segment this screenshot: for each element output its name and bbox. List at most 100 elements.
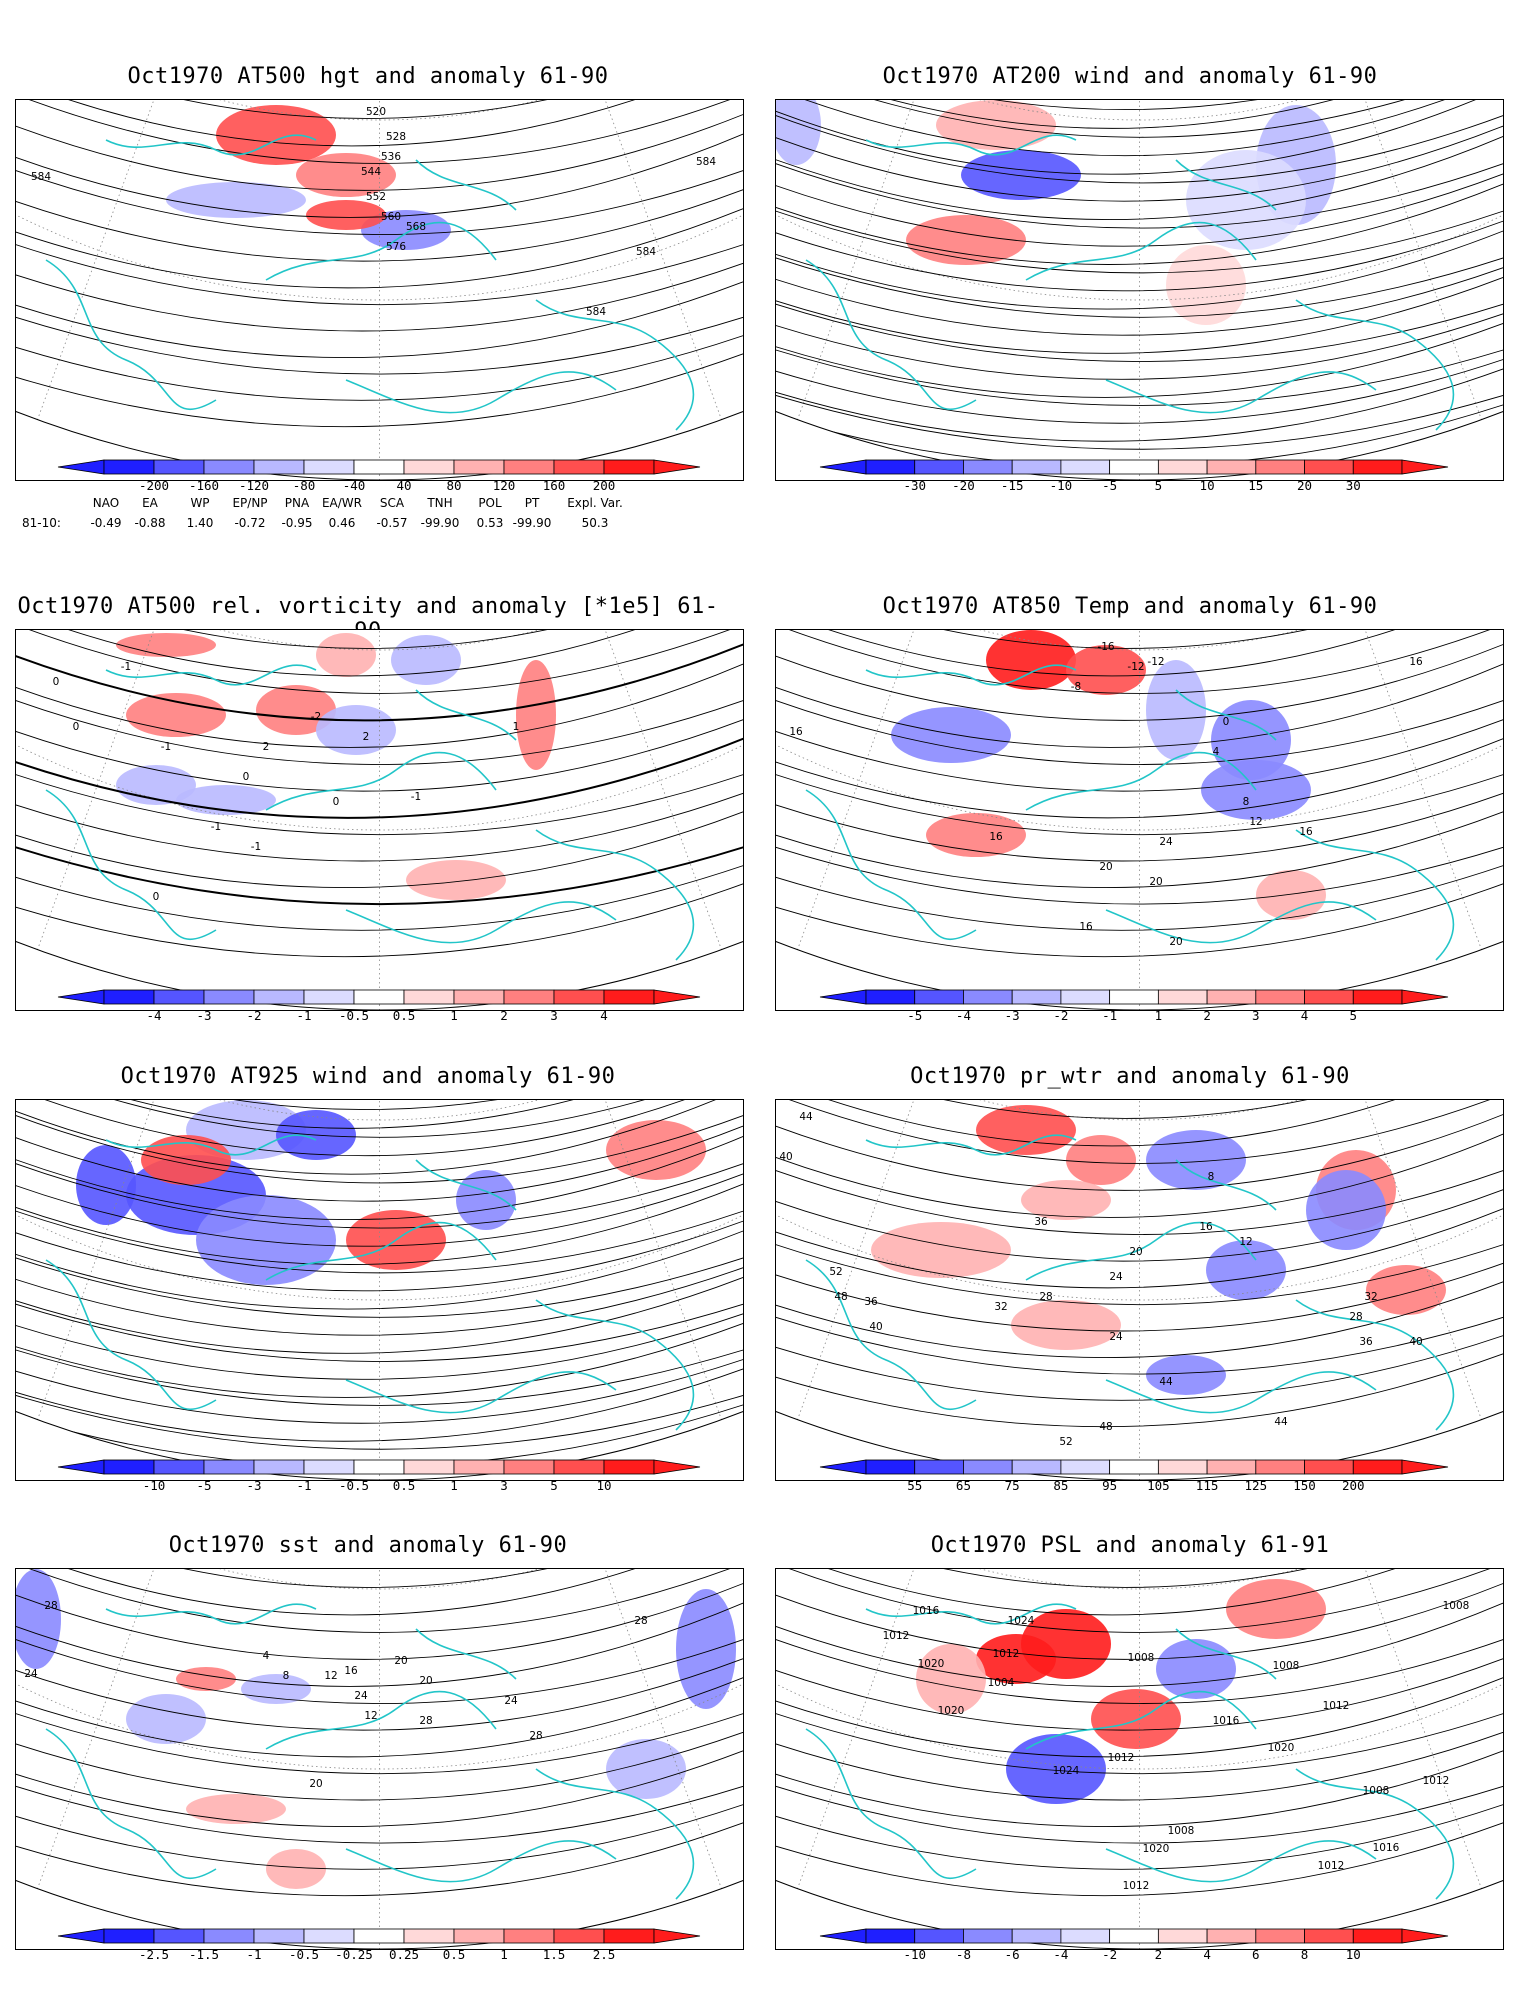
contour-label: 1024 — [1053, 1765, 1080, 1777]
colorbar-tick-label: -1.5 — [189, 1947, 219, 1962]
colorbar-arrow-right — [1401, 459, 1449, 475]
contour-label: -12 — [1127, 661, 1144, 673]
anomaly-shade — [871, 1222, 1011, 1278]
colorbar-tick-label: -0.5 — [339, 1478, 369, 1493]
map-canvas — [16, 1100, 743, 1480]
contour-label: 16 — [1299, 826, 1313, 838]
colorbar-tick-label: -5 — [196, 1478, 211, 1493]
colorbar-tick-label: 2 — [1155, 1947, 1163, 1962]
anomaly-shade — [1146, 660, 1206, 760]
colorbar-canvas: -30 -20 -15 -10 -5 5 10 15 20 30 — [819, 459, 1449, 493]
contour-label: 28 — [529, 1730, 542, 1742]
colorbar-tick-label: 0.5 — [443, 1947, 466, 1962]
colorbar-arrow-right — [1401, 989, 1449, 1005]
anomaly-shade — [406, 860, 506, 900]
colorbar-swatch — [1060, 1459, 1111, 1475]
colorbar-tick-label: 3 — [500, 1478, 508, 1493]
colorbar-tick-label: -1 — [296, 1008, 311, 1023]
colorbar-tick-label: -4 — [956, 1008, 971, 1023]
colorbar-tick-label: 15 — [1248, 478, 1263, 493]
colorbar-swatch — [865, 459, 916, 475]
contour-label: -1 — [121, 661, 131, 673]
colorbar-tick-label: 3 — [550, 1008, 558, 1023]
contour-label: 1 — [513, 721, 520, 733]
colorbar-tick-label: 125 — [1245, 1478, 1268, 1493]
colorbar-canvas: -200 -160 -120 -80 -40 40 80 120 160 200 — [57, 459, 701, 493]
index-header-cell: NAO — [92, 496, 120, 510]
colorbar-swatch — [865, 1928, 916, 1944]
contour-label: 20 — [394, 1655, 407, 1667]
contour-label: 0 — [153, 891, 160, 903]
contour-label: 1008 — [1273, 1660, 1300, 1672]
colorbar-tick-label: 1 — [1155, 1008, 1163, 1023]
colorbar-swatch — [1060, 459, 1111, 475]
colorbar-canvas: -5 -4 -3 -2 -1 1 2 3 4 5 — [819, 989, 1449, 1023]
contour-label: 1020 — [938, 1705, 965, 1717]
contour-label: 20 — [419, 1675, 432, 1687]
panel-title-prwtr: Oct1970 pr_wtr and anomaly 61-90 — [910, 1064, 1350, 1089]
map-canvas: 28 24 20 16 12 8 4 12 20 24 28 24 28 28 20 — [16, 1569, 743, 1949]
contour-label: 1008 — [1363, 1785, 1390, 1797]
colorbar-tick-label: 5 — [1155, 478, 1163, 493]
colorbar-tick-label: -0.5 — [339, 1008, 369, 1023]
colorbar-tick-label: 3 — [1252, 1008, 1260, 1023]
colorbar-swatch — [1060, 1928, 1111, 1944]
colorbar-swatch — [1304, 1459, 1354, 1475]
colorbar-arrow-left — [57, 459, 105, 475]
colorbar-tick-label: 2 — [500, 1008, 508, 1023]
colorbar-tick-label: 40 — [396, 478, 411, 493]
contour-label: 20 — [1129, 1246, 1142, 1258]
colorbar-tick-label: -4 — [146, 1008, 161, 1023]
anomaly-shade — [296, 153, 396, 197]
colorbar-tick-label: 200 — [593, 478, 616, 493]
contour-label: 20 — [1149, 876, 1162, 888]
anomaly-shade — [166, 182, 306, 218]
colorbar-tick-label: 5 — [1350, 1008, 1358, 1023]
contour-label: -1 — [161, 741, 171, 753]
colorbar-swatch — [1157, 1459, 1208, 1475]
colorbar-tick-label: -20 — [952, 478, 975, 493]
anomaly-shade — [1006, 1734, 1106, 1804]
colorbar-swatch — [503, 1459, 555, 1475]
colorbar-swatch — [963, 459, 1013, 475]
colorbar-arrow-left — [819, 459, 867, 475]
colorbar-swatch — [303, 1459, 355, 1475]
contour-label: 12 — [324, 1670, 337, 1682]
colorbar-tick-label: 160 — [543, 478, 566, 493]
colorbar-tick-label: 0.25 — [389, 1947, 419, 1962]
map-canvas: 0 0 0 0 -1 -1 -1 -1 2 2 -2 1 -1 0 — [16, 630, 743, 1010]
colorbar-tick-label: 65 — [956, 1478, 971, 1493]
colorbar-tick-label: -40 — [343, 478, 366, 493]
colorbar-tick-label: -200 — [139, 478, 169, 493]
anomaly-shade — [216, 105, 336, 165]
colorbar-arrow-right — [1401, 1459, 1449, 1475]
contour-label: 8 — [1243, 796, 1250, 808]
colorbar-swatch — [353, 1459, 405, 1475]
colorbar-tick-label: 8 — [1301, 1947, 1309, 1962]
colorbar-tick-label: -3 — [1005, 1008, 1020, 1023]
index-value-cell: -99.90 — [420, 516, 460, 530]
contour-label: 40 — [869, 1321, 882, 1333]
colorbar-tick-label: -2 — [1053, 1008, 1068, 1023]
anomaly-shade — [186, 1794, 286, 1824]
anomaly-shade — [516, 660, 556, 770]
colorbar-swatch — [963, 989, 1013, 1005]
colorbar-arrow-right — [1401, 1928, 1449, 1944]
anomaly-shade — [196, 1195, 336, 1285]
colorbar-tick-label: 10 — [1200, 478, 1215, 493]
colorbar-prwtr: 55 65 75 85 95 105 115 125 150 200 — [819, 1459, 1449, 1496]
colorbar-swatch — [503, 989, 555, 1005]
contour-label: -16 — [1097, 641, 1114, 653]
anomaly-shade — [1156, 1639, 1236, 1699]
contour-label: 16 — [1409, 656, 1423, 668]
colorbar-swatch — [914, 989, 964, 1005]
colorbar-arrow-left — [819, 989, 867, 1005]
contour-label: 0 — [73, 721, 80, 733]
contour-label: 24 — [1109, 1271, 1123, 1283]
contour-label: 20 — [1099, 861, 1112, 873]
map-temp850: -16 -12 -8 0 4 8 12 16 16 16 20 24 20 16 20 16 -12 — [775, 629, 1504, 1011]
colorbar-swatch — [1109, 1459, 1159, 1475]
index-value-cell: -0.57 — [376, 516, 408, 530]
colorbar-swatch — [1109, 1928, 1159, 1944]
colorbar-arrow-left — [819, 1928, 867, 1944]
